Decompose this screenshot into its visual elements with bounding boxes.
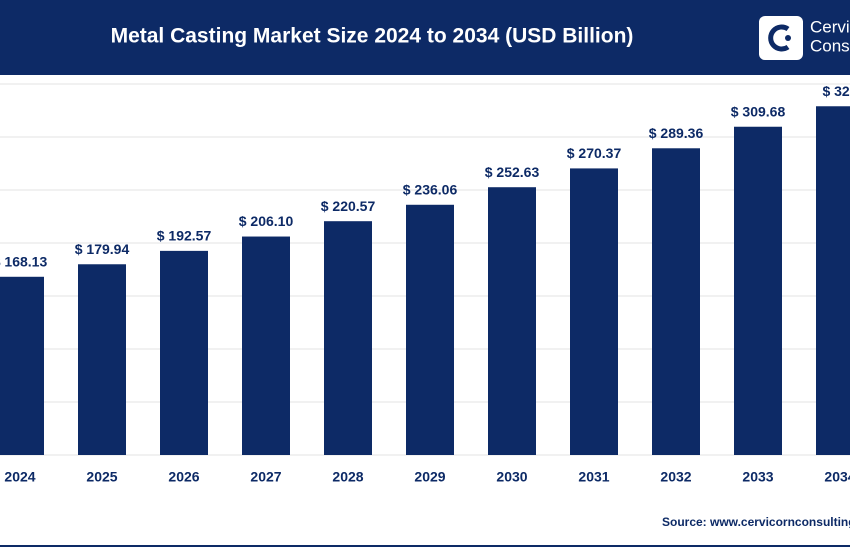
x-tick-label: 2025 xyxy=(86,469,117,485)
bar xyxy=(488,187,536,455)
x-tick-label: 2024 xyxy=(4,469,35,485)
bar xyxy=(160,250,208,455)
bar xyxy=(78,264,126,455)
x-tick-label: 2028 xyxy=(332,469,363,485)
header-band xyxy=(0,0,850,75)
x-tick-label: 2027 xyxy=(250,469,281,485)
value-label: $ 220.57 xyxy=(321,198,376,214)
value-label: $ 236.06 xyxy=(403,181,458,197)
logo-icon xyxy=(768,24,790,52)
bar xyxy=(242,236,290,455)
logo-box xyxy=(759,16,803,60)
x-tick-label: 2034 xyxy=(824,469,850,485)
value-label: $ 168.13 xyxy=(0,253,47,269)
x-tick-label: 2032 xyxy=(660,469,691,485)
source: Source: www.cervicornconsulting.com xyxy=(662,515,850,529)
x-tick-label: 2033 xyxy=(742,469,773,485)
value-label: $ 329 xyxy=(822,83,850,99)
chart-title: Metal Casting Market Size 2024 to 2034 (… xyxy=(111,25,634,48)
x-tick-label: 2029 xyxy=(414,469,445,485)
x-tick-label: 2026 xyxy=(168,469,199,485)
value-label: $ 206.10 xyxy=(239,213,294,229)
bar xyxy=(652,148,700,456)
bar xyxy=(816,106,850,455)
value-label: $ 179.94 xyxy=(75,241,130,257)
x-tick-label: 2030 xyxy=(496,469,527,485)
x-tick-label: 2031 xyxy=(578,469,609,485)
bar xyxy=(406,204,454,455)
value-label: $ 309.68 xyxy=(731,103,786,119)
logo-dot xyxy=(785,35,791,41)
logo-text: Consulting xyxy=(810,36,850,55)
bar xyxy=(734,126,782,455)
value-label: $ 289.36 xyxy=(649,125,704,141)
bar xyxy=(570,168,618,455)
value-label: $ 270.37 xyxy=(567,145,622,161)
logo-text: Cervicorn xyxy=(810,17,850,36)
bar xyxy=(0,276,44,455)
bar xyxy=(324,221,372,455)
value-label: $ 192.57 xyxy=(157,228,212,244)
value-label: $ 252.63 xyxy=(485,164,540,180)
